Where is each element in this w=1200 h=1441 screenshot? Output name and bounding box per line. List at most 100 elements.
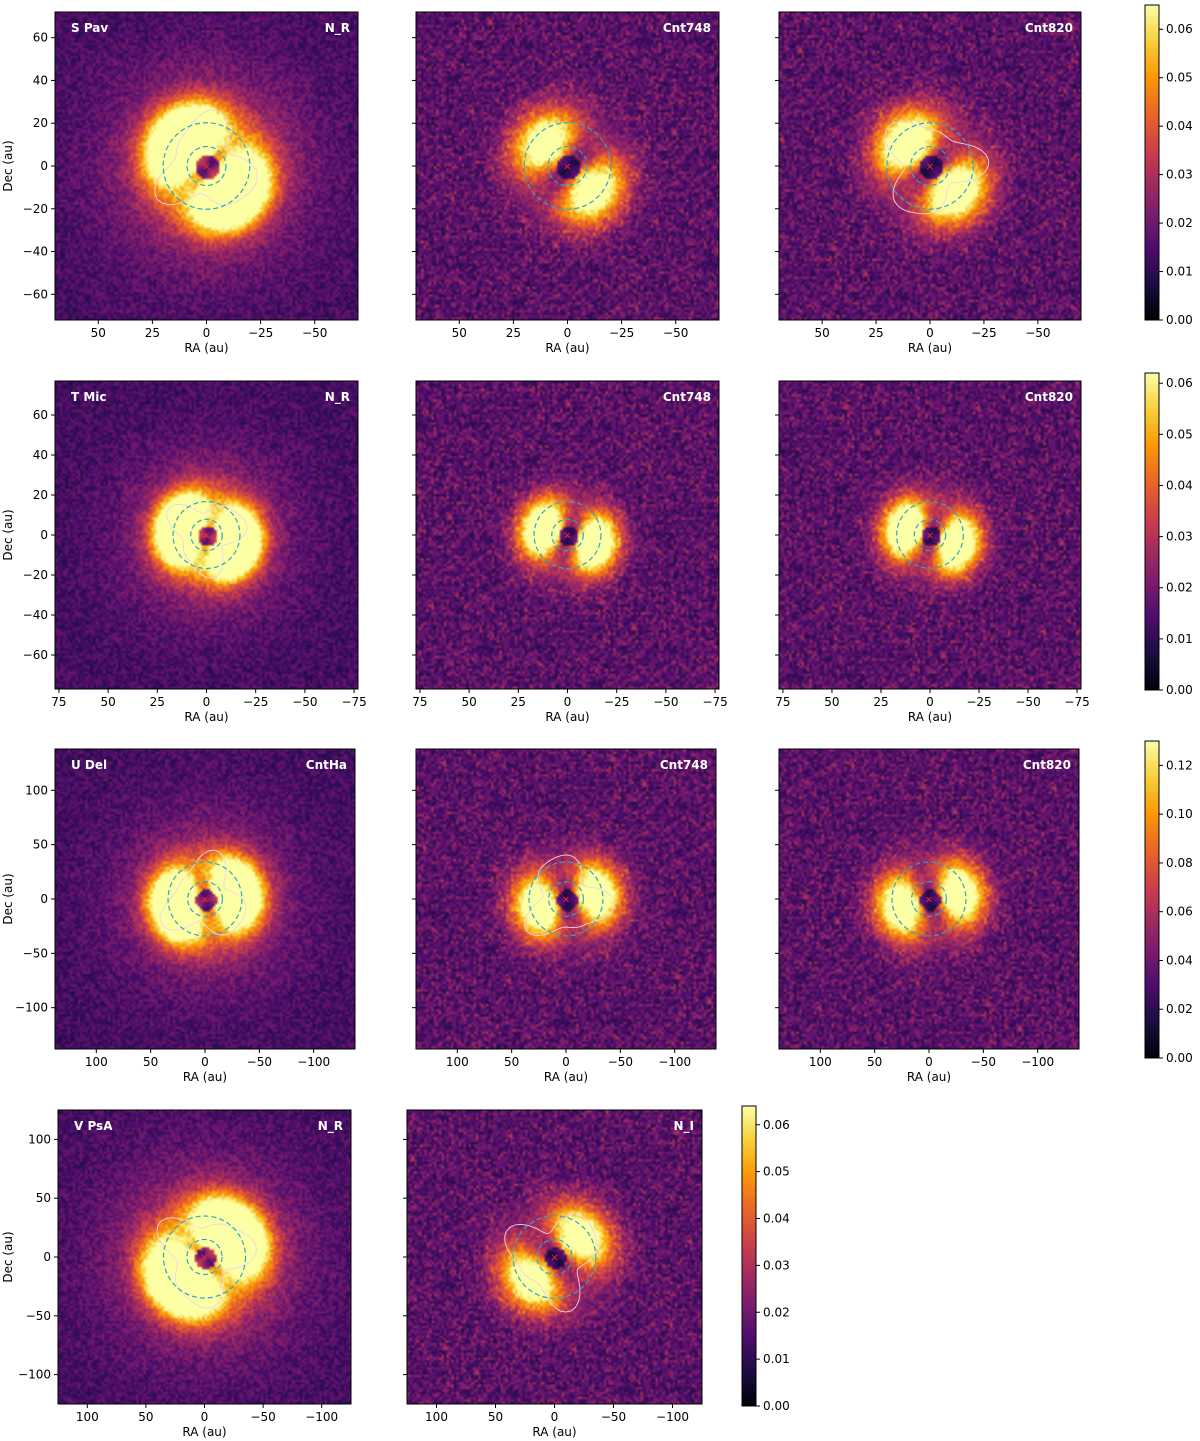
x-tick-label: 50: [488, 1410, 503, 1424]
x-tick-label: 100: [446, 1055, 469, 1069]
y-tick-label: 50: [33, 838, 48, 852]
x-axis-label: RA (au): [184, 341, 228, 355]
ring-outer: [523, 122, 612, 210]
x-tick-label: 75: [51, 695, 66, 709]
ring-inner: [551, 518, 584, 552]
y-tick-label: 60: [33, 408, 48, 422]
panel-9: × V PsA N_R 100 50 0 −50 −100 100 50 0 −50 −100 RA (a…: [1, 1109, 352, 1439]
colorbar-tick-label: 0.01: [1166, 632, 1193, 646]
x-tick-label: 0: [925, 1055, 933, 1069]
colorbar-tick-label: 0.02: [1166, 1002, 1193, 1016]
y-tick-label: −50: [23, 946, 48, 960]
x-axis-label: RA (au): [183, 1070, 227, 1084]
x-tick-label: 0: [203, 326, 211, 340]
panel-4: × Cnt748 75 50 25 0 −25 −50 −75 RA (au): [412, 380, 728, 724]
x-tick-label: 0: [926, 695, 934, 709]
x-axis-label: RA (au): [184, 710, 228, 724]
x-tick-label: 0: [562, 1055, 570, 1069]
colorbar-tick-label: 0.05: [763, 1165, 790, 1179]
y-tick-label: 20: [33, 488, 48, 502]
ring-outer: [891, 861, 967, 937]
x-tick-label: 50: [143, 1055, 158, 1069]
y-tick-label: 100: [25, 783, 48, 797]
colorbar-tick-label: 0.00: [1166, 1051, 1193, 1065]
panel-1: × Cnt748 50 25 0 −25 −50 RA (au): [412, 11, 720, 355]
ring-inner: [547, 145, 588, 187]
x-tick-label: −75: [1064, 695, 1089, 709]
x-tick-label: 0: [926, 326, 934, 340]
y-tick-label: 50: [36, 1191, 51, 1205]
x-tick-label: 50: [100, 695, 115, 709]
x-tick-label: 50: [824, 695, 839, 709]
x-tick-label: −50: [1025, 326, 1050, 340]
x-tick-label: −100: [297, 1055, 330, 1069]
star-position-marker: ×: [550, 1253, 558, 1264]
x-tick-label: 50: [91, 326, 106, 340]
y-axis-label: Dec (au): [1, 140, 15, 191]
panel-10: × N_I 100 50 0 −50 −100 RA (au): [403, 1109, 703, 1439]
y-tick-label: −100: [15, 1001, 48, 1015]
panel-6: × U Del CntHa 100 50 0 −50 −100 100 50 0 −50 −100 RA …: [1, 748, 356, 1084]
ring-inner: [186, 1238, 223, 1276]
colorbar-gradient: [1144, 4, 1160, 321]
colorbar-tick-label: 0.03: [1166, 168, 1193, 182]
filter-label: Cnt748: [663, 390, 711, 404]
x-tick-label: −50: [971, 1055, 996, 1069]
x-tick-label: −50: [663, 326, 688, 340]
ring-outer: [167, 861, 243, 937]
colorbar-2: 0.00 0.02 0.04 0.06 0.08 0.10 0.12: [1144, 740, 1193, 1065]
panel-image: [55, 749, 355, 1049]
x-tick-label: −75: [341, 695, 366, 709]
ring-inner: [186, 145, 227, 187]
y-tick-label: −100: [18, 1368, 51, 1382]
x-tick-label: 100: [425, 1410, 448, 1424]
ring-outer: [162, 122, 251, 210]
filter-label: N_R: [325, 21, 350, 36]
x-tick-label: −50: [292, 695, 317, 709]
y-tick-label: −20: [23, 202, 48, 216]
colorbar-0: 0.00 0.01 0.02 0.03 0.04 0.05 0.06: [1144, 4, 1193, 327]
star-position-marker: ×: [926, 162, 934, 173]
x-tick-label: −50: [247, 1055, 272, 1069]
y-tick-label: −60: [23, 648, 48, 662]
filter-label: N_I: [673, 1119, 694, 1134]
colorbar-tick-label: 0.06: [1166, 376, 1193, 390]
y-tick-label: 20: [33, 116, 48, 130]
y-tick-label: −50: [26, 1309, 51, 1323]
x-axis-label: RA (au): [544, 1070, 588, 1084]
star-position-marker: ×: [563, 531, 571, 542]
x-tick-label: −100: [305, 1410, 338, 1424]
y-tick-label: −60: [23, 287, 48, 301]
x-tick-label: 0: [203, 695, 211, 709]
colorbar-tick-label: 0.04: [1166, 953, 1193, 967]
y-tick-label: 0: [40, 528, 48, 542]
y-axis-label: Dec (au): [1, 509, 15, 560]
colorbar-tick-label: 0.04: [763, 1212, 790, 1226]
x-tick-label: 100: [85, 1055, 108, 1069]
x-tick-label: −25: [243, 695, 268, 709]
star-name-label: V PsA: [74, 1119, 113, 1133]
colorbar-3: 0.00 0.01 0.02 0.03 0.04 0.05 0.06: [741, 1105, 790, 1413]
intensity-contour: [156, 1217, 257, 1309]
colorbar-tick-label: 0.00: [763, 1399, 790, 1413]
filter-label: N_R: [318, 1119, 343, 1134]
y-axis-label: Dec (au): [1, 1231, 15, 1282]
x-tick-label: 25: [868, 326, 883, 340]
star-position-marker: ×: [202, 531, 210, 542]
star-name-label: U Del: [71, 758, 107, 772]
star-position-marker: ×: [563, 162, 571, 173]
panel-image: [779, 381, 1081, 689]
y-axis-label: Dec (au): [1, 873, 15, 924]
colorbar-tick-label: 0.01: [1166, 265, 1193, 279]
panel-image: [779, 749, 1079, 1049]
x-tick-label: −50: [653, 695, 678, 709]
x-tick-label: 50: [452, 326, 467, 340]
ring-inner: [913, 518, 947, 552]
panel-8: × Cnt820 100 50 0 −50 −100 RA (au): [775, 748, 1080, 1084]
x-tick-label: 75: [412, 695, 427, 709]
colorbar-tick-label: 0.00: [1166, 683, 1193, 697]
y-tick-label: 60: [33, 31, 48, 45]
x-tick-label: 100: [76, 1410, 99, 1424]
star-position-marker: ×: [202, 162, 210, 173]
